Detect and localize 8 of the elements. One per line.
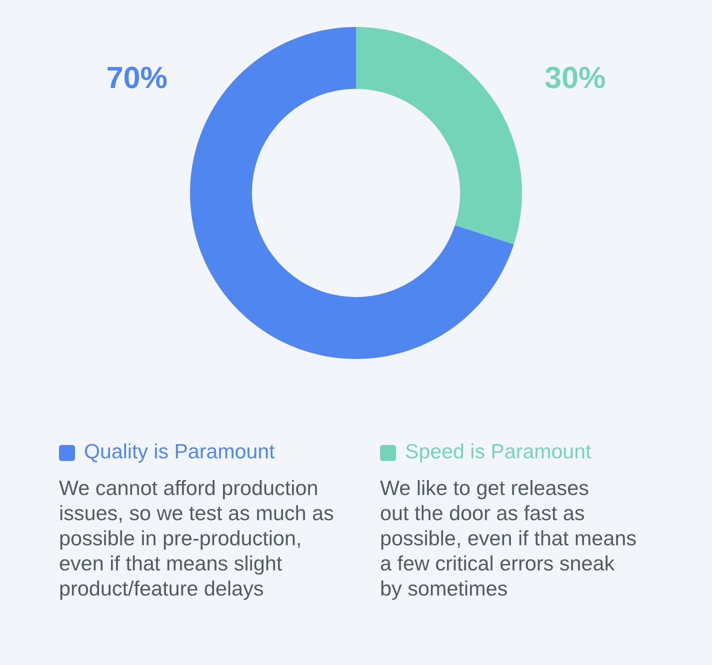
data-label: 70% xyxy=(108,66,167,88)
donut-slice xyxy=(190,27,514,359)
text: We cannot afford production issues, so we test as much as possible in pre-production, even if that means slight product/feature delays xyxy=(59,480,334,600)
legend-label: Quality is Paramount xyxy=(84,443,275,463)
data-label: 30% xyxy=(545,66,605,88)
legend-label: Speed is Paramount xyxy=(406,443,592,463)
text: We like to get releases out the door as fast as possible, even if that means a few critical errors sneak by sometimes xyxy=(380,480,636,600)
donut-slice xyxy=(356,27,522,244)
